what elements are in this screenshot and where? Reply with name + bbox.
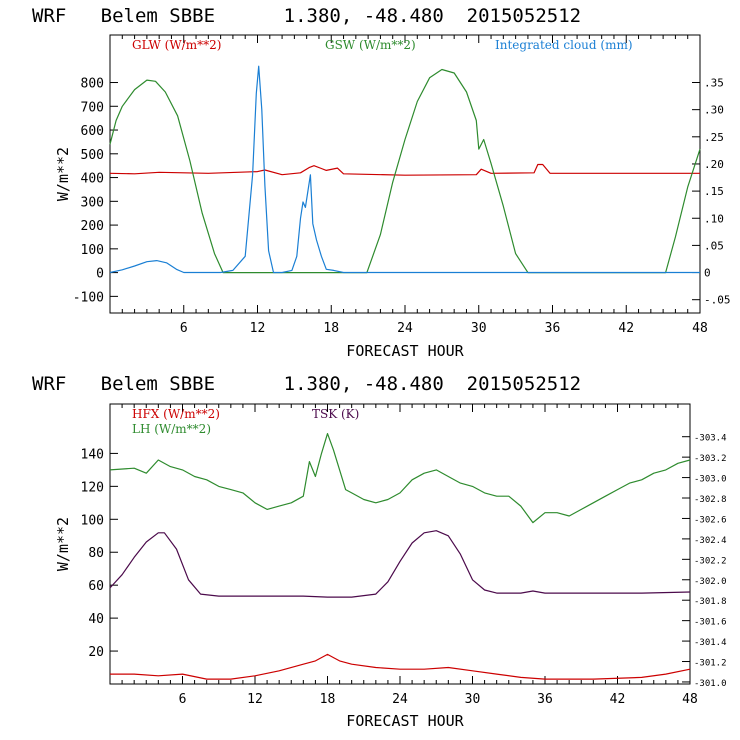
top-series-line-glw bbox=[109, 163, 700, 176]
top-series-group bbox=[109, 65, 701, 274]
top-y2-tick-label: .35 bbox=[704, 77, 724, 90]
top-y-tick-label: 100 bbox=[81, 243, 104, 258]
bottom-series-line-hfx bbox=[110, 653, 691, 680]
top-y-tick-label: -100 bbox=[73, 290, 104, 305]
top-y-tick-label: 0 bbox=[96, 267, 104, 282]
top-x-tick-label: 24 bbox=[397, 321, 413, 336]
bottom-y2-axis: -303.4 -303.2 -303.0 -302.8 -302.6 -302.4 -302… bbox=[682, 434, 727, 689]
top-y-tick-label: 600 bbox=[81, 124, 104, 139]
bottom-y2-tick-label: -301.2 bbox=[694, 659, 727, 669]
bottom-y-label: W/m**2 bbox=[54, 517, 72, 571]
top-series-line-gsw bbox=[109, 68, 701, 274]
top-chart: WRF Belem SBBE 1.380, -48.480 2015052512… bbox=[32, 5, 731, 360]
top-y-tick-label: 500 bbox=[81, 148, 104, 163]
top-x-label: FORECAST HOUR bbox=[346, 342, 464, 360]
bottom-y-tick-label: 140 bbox=[81, 447, 104, 462]
bottom-x-tick-label: 24 bbox=[392, 692, 408, 707]
bottom-chart: WRF Belem SBBE 1.380, -48.480 2015052512… bbox=[32, 373, 727, 730]
top-y-tick-label: 700 bbox=[81, 100, 104, 115]
bottom-y2-tick-label: -303.0 bbox=[694, 475, 727, 485]
bottom-x-tick-label: 12 bbox=[247, 692, 263, 707]
top-y2-tick-label: 0 bbox=[704, 267, 711, 280]
top-y-label: W/m**2 bbox=[54, 147, 72, 201]
bottom-x-tick-label: 48 bbox=[682, 692, 698, 707]
top-x-tick-label: 18 bbox=[323, 321, 339, 336]
top-y-axis: 800 700 600 500 400 300 200 100 0 -100 bbox=[73, 77, 118, 305]
top-y-tick-label: 400 bbox=[81, 172, 104, 187]
bottom-y-tick-label: 120 bbox=[81, 480, 104, 495]
top-series-line-integrated bbox=[109, 65, 700, 274]
top-x-tick-label: 42 bbox=[618, 321, 634, 336]
top-x-axis: 6 12 18 24 30 36 42 48 bbox=[121, 35, 708, 336]
bottom-series-line-tsk bbox=[109, 530, 691, 598]
bottom-y2-tick-label: -302.2 bbox=[694, 556, 727, 566]
bottom-y2-tick-label: -302.6 bbox=[694, 515, 727, 525]
bottom-x-axis: 6 12 18 24 30 36 42 48 bbox=[121, 404, 698, 707]
bottom-y2-tick-label: -302.8 bbox=[694, 495, 727, 505]
bottom-y-axis: 140 120 100 80 60 40 20 bbox=[81, 447, 118, 660]
top-y2-tick-label: .10 bbox=[704, 212, 724, 225]
bottom-x-tick-label: 18 bbox=[320, 692, 336, 707]
legend-gsw: GSW (W/m**2) bbox=[325, 38, 416, 52]
top-y2-tick-label: .05 bbox=[704, 239, 724, 252]
bottom-plot-frame bbox=[109, 403, 691, 685]
top-y-tick-label: 200 bbox=[81, 219, 104, 234]
bottom-x-tick-label: 6 bbox=[179, 692, 187, 707]
top-x-tick-label: 6 bbox=[180, 321, 188, 336]
bottom-x-tick-label: 42 bbox=[610, 692, 626, 707]
bottom-x-tick-label: 30 bbox=[465, 692, 481, 707]
top-chart-title: WRF Belem SBBE 1.380, -48.480 2015052512 bbox=[32, 5, 581, 27]
bottom-chart-title: WRF Belem SBBE 1.380, -48.480 2015052512 bbox=[32, 373, 581, 395]
bottom-x-label: FORECAST HOUR bbox=[346, 712, 464, 730]
bottom-y2-tick-label: -301.0 bbox=[694, 679, 727, 689]
legend-lh: LH (W/m**2) bbox=[132, 422, 211, 436]
bottom-series-line-lh bbox=[109, 433, 691, 524]
bottom-y2-tick-label: -301.8 bbox=[694, 597, 727, 607]
top-plot-frame bbox=[109, 34, 701, 314]
bottom-y2-tick-label: -303.2 bbox=[694, 454, 727, 464]
top-y2-tick-label: -.05 bbox=[704, 294, 731, 307]
top-x-tick-label: 12 bbox=[250, 321, 266, 336]
bottom-y-tick-label: 40 bbox=[88, 612, 104, 627]
top-y2-tick-label: .20 bbox=[704, 158, 724, 171]
top-y-tick-label: 300 bbox=[81, 195, 104, 210]
bottom-y-tick-label: 20 bbox=[88, 645, 104, 660]
top-x-tick-label: 36 bbox=[545, 321, 561, 336]
bottom-y-tick-label: 60 bbox=[88, 579, 104, 594]
bottom-series-group bbox=[109, 433, 691, 680]
bottom-y2-tick-label: -302.4 bbox=[694, 536, 727, 546]
bottom-y2-tick-label: -301.4 bbox=[694, 638, 727, 648]
top-y2-axis: .35 .30 .25 .20 .15 .10 .05 0 -.05 bbox=[692, 77, 731, 307]
top-x-tick-label: 30 bbox=[471, 321, 487, 336]
top-y-tick-label: 800 bbox=[81, 77, 104, 92]
top-y2-tick-label: .30 bbox=[704, 104, 724, 117]
bottom-y-tick-label: 100 bbox=[81, 513, 104, 528]
bottom-y2-tick-label: -303.4 bbox=[694, 434, 727, 444]
bottom-y2-tick-label: -301.6 bbox=[694, 618, 727, 628]
bottom-x-tick-label: 36 bbox=[537, 692, 553, 707]
legend-cloud: Integrated cloud (mm) bbox=[495, 38, 633, 52]
top-x-tick-label: 48 bbox=[692, 321, 708, 336]
top-y2-tick-label: .25 bbox=[704, 131, 724, 144]
bottom-y2-tick-label: -302.0 bbox=[694, 577, 727, 587]
legend-tsk: TSK (K) bbox=[312, 407, 359, 421]
top-y2-tick-label: .15 bbox=[704, 185, 724, 198]
legend-glw: GLW (W/m**2) bbox=[132, 38, 221, 52]
bottom-y-tick-label: 80 bbox=[88, 546, 104, 561]
legend-hfx: HFX (W/m**2) bbox=[132, 407, 220, 421]
